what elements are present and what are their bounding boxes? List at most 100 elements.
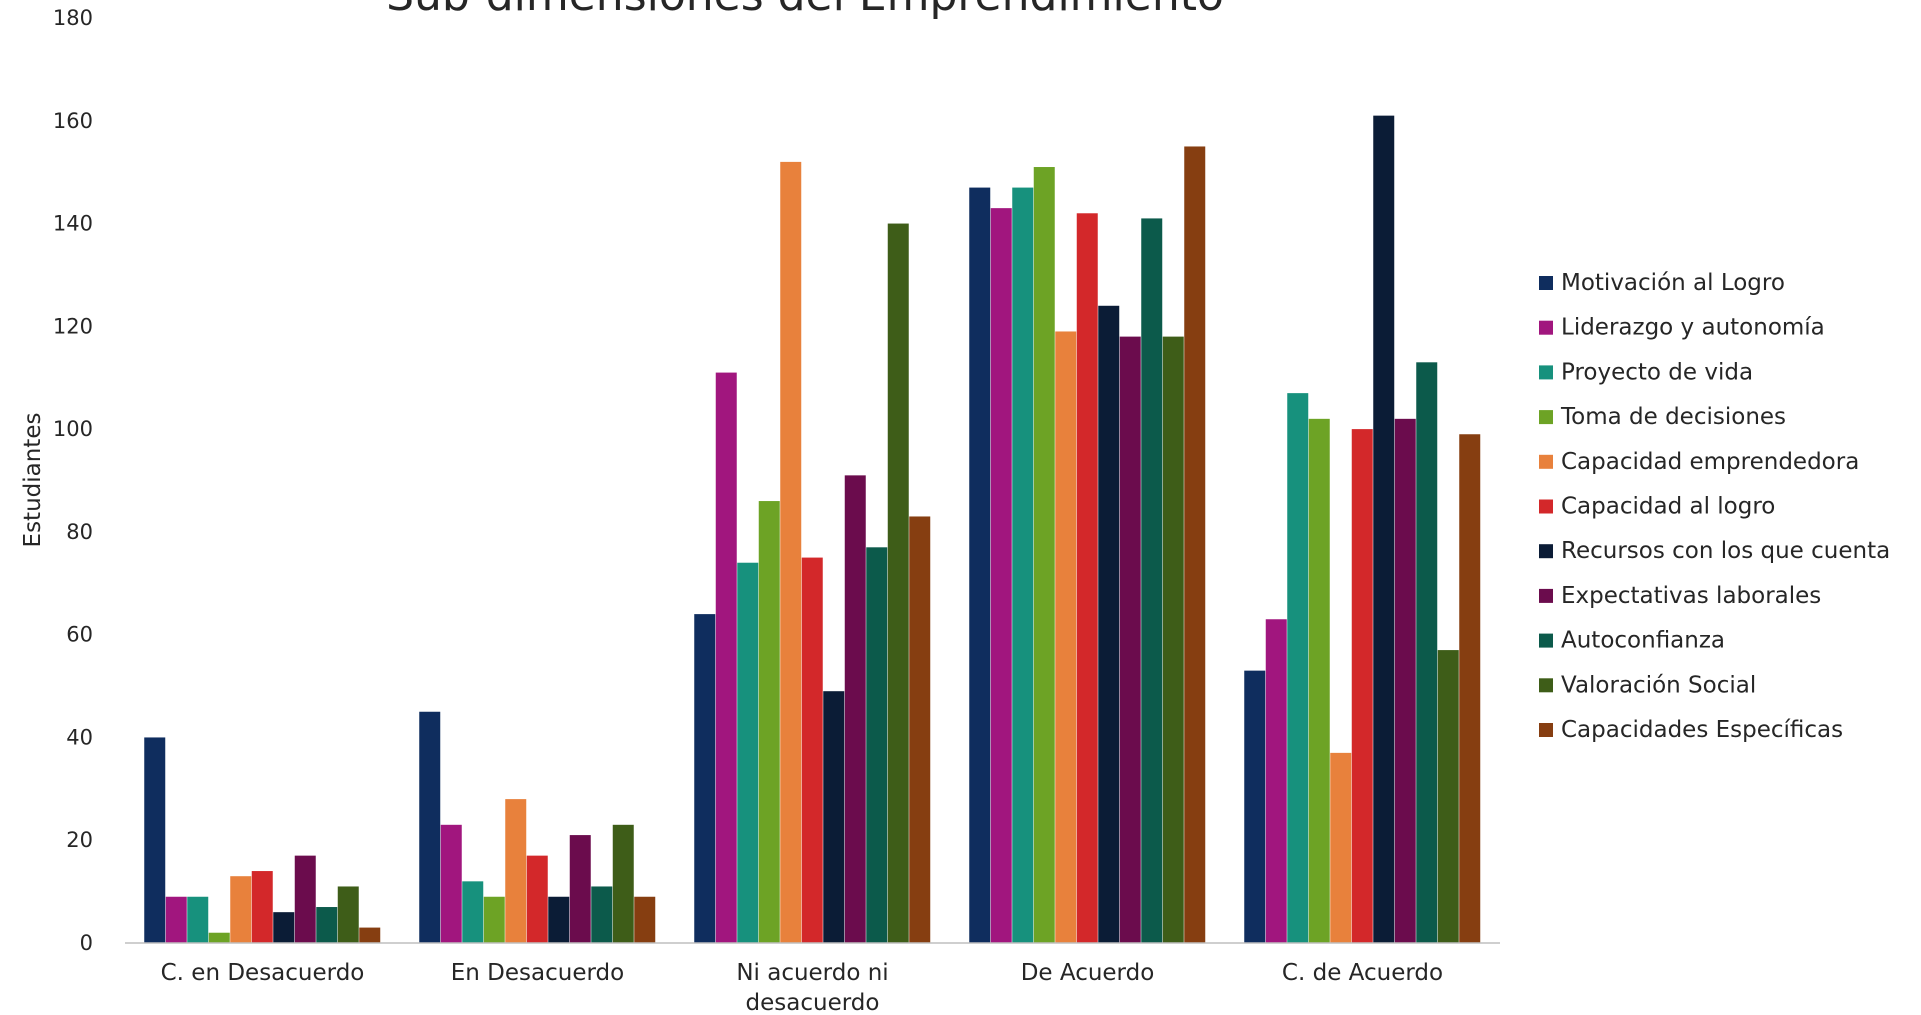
legend-label: Capacidades Específicas [1561, 717, 1843, 743]
bar [844, 475, 866, 943]
y-tick-label: 40 [66, 725, 93, 749]
legend-swatch [1539, 633, 1553, 648]
bar [526, 855, 548, 943]
x-category-label: C. de Acuerdo [1282, 960, 1443, 986]
bar [1459, 434, 1481, 943]
y-tick-label: 0 [80, 931, 93, 955]
bar [1287, 393, 1309, 943]
y-axis-ticks: 0 20 40 60 80 100 120 140 160 180 [53, 6, 93, 955]
legend-label: Capacidad emprendedora [1561, 449, 1859, 475]
x-category-label: Ni acuerdo ni [736, 960, 888, 986]
bar [969, 187, 991, 944]
bar [462, 881, 484, 943]
bar [823, 691, 845, 943]
chart-title: Sub-dimensiones del Emprendimiento [386, 0, 1224, 21]
bar [1308, 418, 1330, 943]
legend-label: Capacidad al logro [1561, 494, 1775, 520]
legend-label: Proyecto de vida [1561, 359, 1753, 385]
legend-label: Toma de decisiones [1560, 404, 1786, 430]
y-tick-label: 140 [53, 212, 93, 236]
bar [887, 223, 909, 944]
bar [1373, 115, 1395, 943]
bar [694, 614, 716, 943]
legend-swatch [1539, 499, 1553, 514]
legend-swatch [1539, 276, 1553, 290]
bar [208, 932, 230, 943]
legend-swatch [1539, 678, 1553, 693]
bar [591, 886, 613, 943]
y-tick-label: 60 [66, 623, 93, 647]
x-axis-category-labels: C. en Desacuerdo En Desacuerdo Ni acuerdo … [161, 960, 1443, 1015]
bar [483, 896, 505, 943]
y-tick-label: 80 [66, 520, 93, 544]
y-tick-label: 120 [53, 314, 93, 338]
bar [1076, 213, 1098, 943]
legend-swatch [1539, 365, 1553, 380]
x-category-label: desacuerdo [746, 990, 880, 1011]
bars-group [144, 115, 1481, 944]
bar [1437, 650, 1459, 943]
bar [758, 501, 780, 943]
y-tick-label: 20 [66, 828, 93, 852]
bar [294, 855, 316, 943]
bar [230, 876, 252, 943]
x-category-label: C. en Desacuerdo [161, 960, 365, 986]
bar [1351, 429, 1373, 944]
x-category-label: De Acuerdo [1021, 960, 1155, 986]
bar [612, 824, 634, 943]
legend-swatch [1539, 544, 1553, 559]
y-axis-label: Estudiantes [20, 413, 46, 548]
legend-label: Recursos con los que cuenta [1561, 538, 1890, 564]
y-tick-label: 180 [53, 6, 93, 30]
bar [569, 835, 591, 943]
legend-swatch [1539, 588, 1553, 603]
bar [505, 799, 527, 943]
bar [419, 711, 441, 943]
y-tick-label: 100 [53, 417, 93, 441]
bar [1265, 619, 1287, 943]
bar [359, 927, 381, 943]
bar [165, 896, 187, 943]
bar [715, 372, 737, 943]
bar [1330, 752, 1352, 943]
bar [780, 161, 802, 943]
legend-swatch [1539, 723, 1553, 737]
bar [337, 886, 359, 943]
bar [1184, 146, 1206, 943]
legend-swatch [1539, 320, 1553, 335]
bar [316, 907, 338, 943]
bar [440, 824, 462, 943]
bar [1119, 336, 1141, 944]
bar [1012, 187, 1034, 944]
bar [548, 896, 570, 943]
bar [251, 871, 273, 943]
legend-label: Liderazgo y autonomía [1561, 315, 1825, 341]
bar [801, 557, 823, 943]
bar [1098, 305, 1120, 943]
bar [144, 737, 166, 943]
bar [1162, 336, 1184, 944]
bar [273, 912, 295, 943]
bar [1055, 331, 1077, 943]
legend-swatch [1539, 454, 1553, 469]
bar [990, 208, 1012, 943]
legend-label: Expectativas laborales [1561, 583, 1821, 609]
bar [634, 896, 656, 943]
legend-swatch [1539, 410, 1553, 425]
bar [737, 562, 759, 943]
bar [1416, 362, 1438, 943]
bar [187, 896, 209, 943]
bar [866, 547, 888, 943]
legend-label: Valoración Social [1561, 672, 1756, 698]
legend-label: Motivación al Logro [1561, 270, 1785, 296]
bar [1033, 167, 1055, 943]
bar [1394, 418, 1416, 943]
bar [909, 516, 931, 943]
legend-label: Autoconfianza [1561, 628, 1725, 654]
bar [1244, 670, 1266, 943]
legend: Motivación al Logro Liderazgo y autonomía… [1539, 270, 1890, 743]
x-category-label: En Desacuerdo [451, 960, 624, 986]
y-tick-label: 160 [53, 109, 93, 133]
